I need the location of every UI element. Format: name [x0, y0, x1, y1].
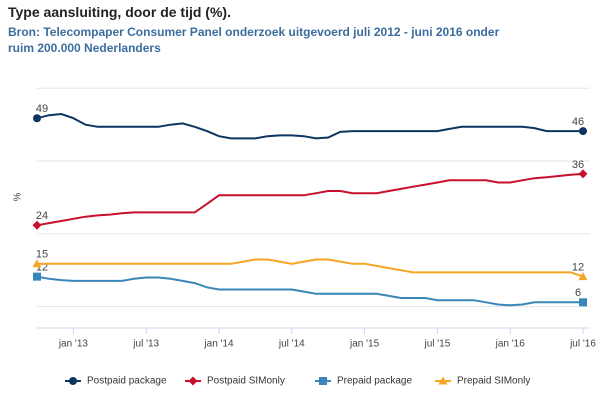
x-tick-label: jul '16	[569, 339, 596, 350]
data-label: 12	[572, 262, 584, 274]
data-label: 15	[36, 249, 48, 261]
marker	[578, 272, 588, 281]
data-label: 6	[575, 287, 581, 299]
marker	[32, 259, 42, 268]
legend-label: Prepaid SIMonly	[457, 376, 530, 387]
marker	[579, 298, 587, 307]
x-tick-label: jul '15	[423, 339, 450, 350]
legend-label: Postpaid package	[87, 376, 167, 387]
series-line	[36, 172, 584, 227]
x-tick-label: jan '13	[58, 339, 89, 350]
data-label: 24	[36, 210, 48, 222]
marker	[32, 220, 42, 230]
x-tick-label: jan '15	[349, 339, 380, 350]
legend-marker	[69, 377, 77, 385]
legend-label: Postpaid SIMonly	[207, 376, 285, 387]
x-tick-label: jul '13	[132, 339, 159, 350]
chart-title: Type aansluiting, door de tijd (%).	[8, 4, 231, 20]
marker	[579, 127, 587, 136]
y-axis-label: %	[13, 192, 24, 201]
series-line	[36, 275, 583, 307]
marker	[33, 272, 41, 281]
legend-label: Prepaid package	[337, 376, 412, 387]
data-label: 36	[572, 159, 584, 171]
marker	[33, 114, 41, 123]
x-tick-label: jan '16	[495, 339, 526, 350]
x-tick-label: jul '14	[278, 339, 305, 350]
legend-marker	[438, 376, 448, 385]
data-label: 46	[572, 116, 584, 128]
legend-marker	[188, 376, 198, 386]
legend-marker	[319, 377, 327, 385]
chart-subtitle: Bron: Telecompaper Consumer Panel onderz…	[8, 25, 500, 55]
marker	[578, 169, 588, 179]
data-label: 49	[36, 103, 48, 115]
header: Type aansluiting, door de tijd (%). Bron…	[8, 4, 588, 56]
x-tick-label: jan '14	[203, 339, 234, 350]
series-line	[36, 112, 583, 140]
series-line	[37, 258, 584, 278]
